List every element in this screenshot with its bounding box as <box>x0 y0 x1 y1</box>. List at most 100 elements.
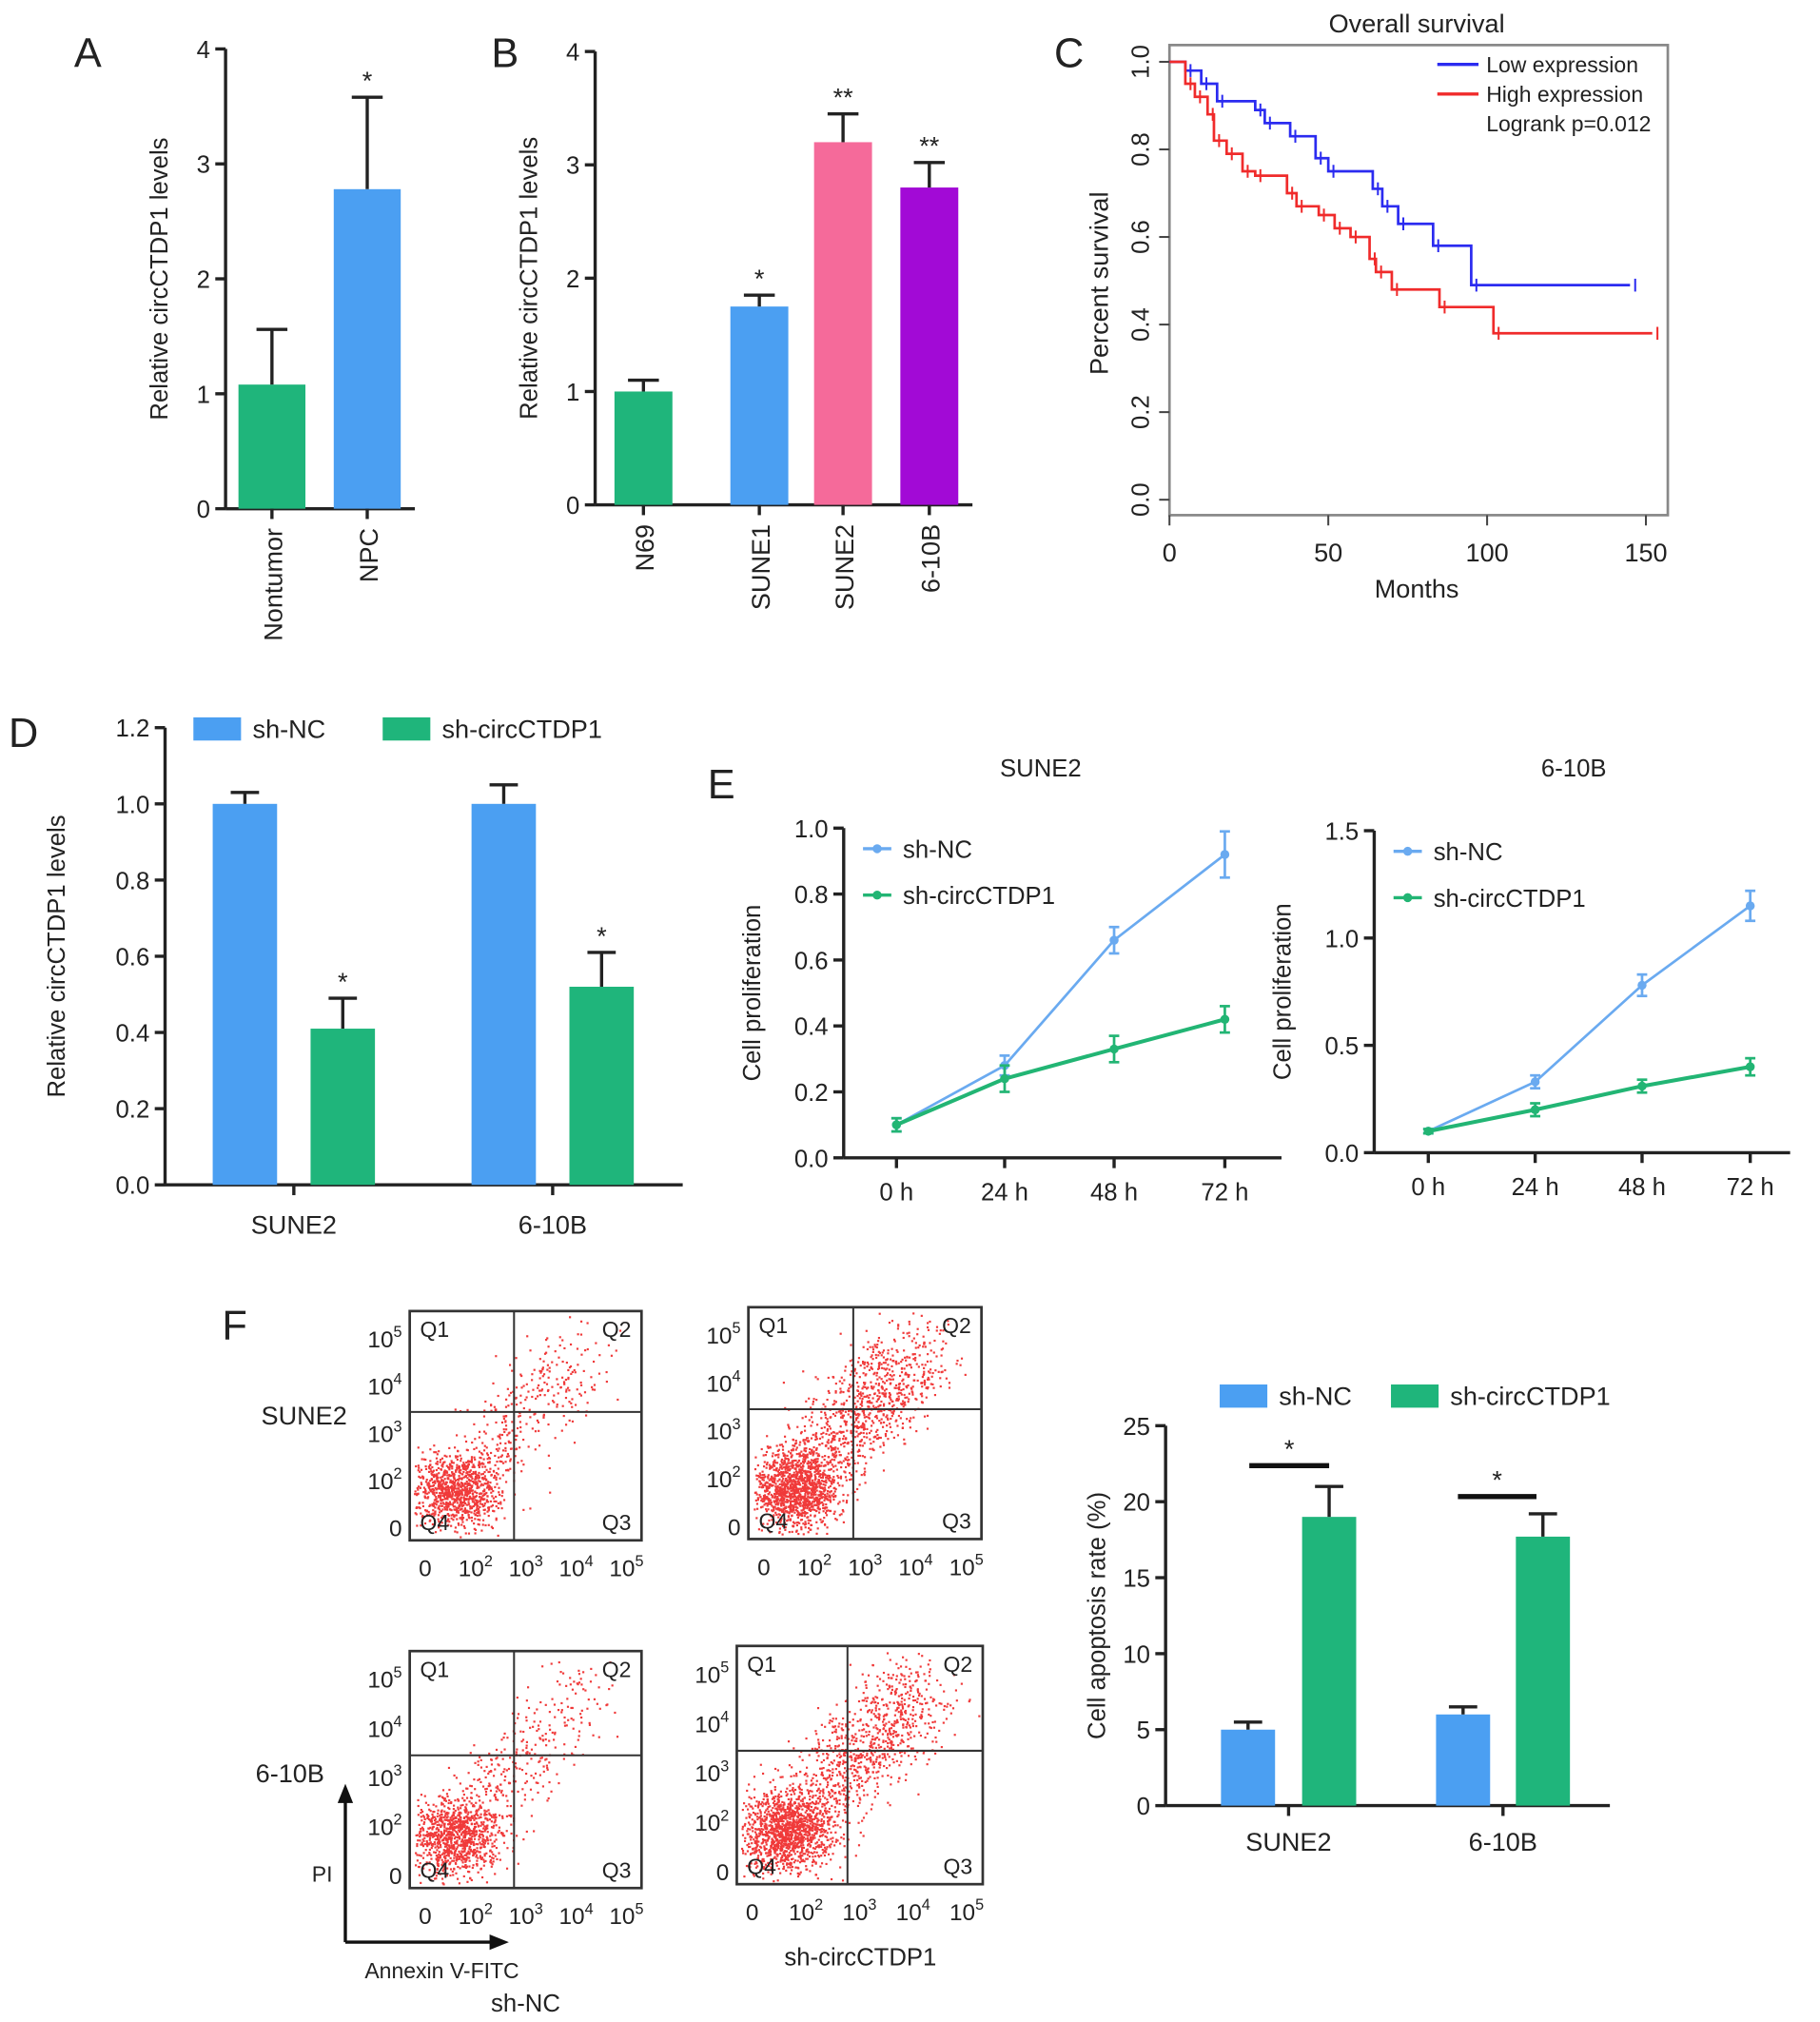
event-dot <box>554 1746 557 1749</box>
event-dot <box>781 1487 784 1490</box>
event-dot <box>440 1467 442 1471</box>
event-dot <box>800 1512 803 1515</box>
event-dot <box>428 1861 431 1864</box>
event-dot <box>787 1505 790 1508</box>
event-dot <box>479 1496 481 1499</box>
event-dot <box>471 1835 474 1838</box>
event-dot <box>892 1404 895 1406</box>
event-dot <box>906 1332 909 1335</box>
event-dot <box>815 1521 818 1523</box>
event-dot <box>806 1507 809 1510</box>
event-dot <box>820 1496 823 1499</box>
event-dot <box>858 1376 861 1379</box>
event-dot <box>791 1482 793 1484</box>
event-dot <box>807 1466 810 1469</box>
event-dot <box>509 1391 513 1394</box>
event-dot <box>432 1842 435 1846</box>
event-dot <box>767 1493 770 1496</box>
event-dot <box>818 1493 821 1496</box>
legend-marker <box>1402 893 1413 903</box>
event-dot <box>461 1790 464 1793</box>
event-dot <box>826 1497 829 1501</box>
event-dot <box>796 1482 799 1485</box>
y-axis-label: Relative circCTDP1 levels <box>517 137 543 420</box>
event-dot <box>799 1514 802 1517</box>
event-dot <box>468 1836 471 1840</box>
event-dot <box>453 1851 457 1854</box>
x-tick-label: 48 h <box>1618 1174 1666 1201</box>
event-dot <box>486 1495 489 1498</box>
event-dot <box>481 1785 485 1788</box>
event-dot <box>812 1496 814 1499</box>
event-dot <box>479 1780 482 1783</box>
event-dot <box>458 1469 460 1472</box>
event-dot <box>771 1504 773 1507</box>
event-dot <box>474 1458 477 1461</box>
event-dot <box>564 1396 568 1400</box>
event-dot <box>792 1439 795 1442</box>
event-dot <box>428 1808 431 1811</box>
event-dot <box>861 1360 865 1364</box>
event-dot <box>772 1461 775 1463</box>
event-dot <box>466 1852 469 1855</box>
event-dot <box>764 1454 767 1457</box>
event-dot <box>821 1473 824 1476</box>
event-dot <box>481 1801 484 1804</box>
event-dot <box>847 1443 850 1445</box>
event-dot <box>753 1468 757 1471</box>
event-dot <box>440 1816 443 1818</box>
event-dot <box>542 1765 545 1768</box>
x-tick-label-exponent: 3 <box>535 1553 543 1570</box>
event-dot <box>780 1502 783 1504</box>
event-dot <box>425 1513 429 1516</box>
event-dot <box>522 1406 525 1410</box>
event-dot <box>833 1414 837 1417</box>
event-dot <box>444 1489 447 1492</box>
event-dot <box>541 1375 544 1378</box>
event-dot <box>790 1464 793 1467</box>
event-dot <box>458 1475 460 1478</box>
event-dot <box>883 1382 887 1384</box>
event-dot <box>432 1492 435 1495</box>
event-dot <box>765 1450 769 1454</box>
event-dot <box>494 1855 497 1857</box>
event-dot <box>519 1421 521 1423</box>
event-dot <box>819 1518 822 1521</box>
event-dot <box>560 1429 563 1432</box>
event-dot <box>472 1805 475 1808</box>
y-tick-label: 2 <box>197 267 210 294</box>
event-dot <box>782 1471 785 1474</box>
event-dot <box>887 1418 890 1421</box>
event-dot <box>418 1475 421 1478</box>
event-dot <box>793 1492 795 1495</box>
panel-label: C <box>1054 30 1084 76</box>
event-dot <box>801 1417 804 1420</box>
event-dot <box>839 1410 842 1413</box>
event-dot <box>470 1837 473 1840</box>
event-dot <box>765 1481 768 1483</box>
event-dot <box>767 1474 770 1477</box>
event-dot <box>848 1459 851 1462</box>
event-dot <box>568 1401 571 1404</box>
event-dot <box>607 1344 610 1346</box>
event-dot <box>804 1450 807 1453</box>
event-dot <box>495 1478 498 1482</box>
event-dot <box>760 1447 763 1451</box>
event-dot <box>892 1409 895 1412</box>
event-dot <box>458 1820 460 1823</box>
event-dot <box>795 1452 798 1456</box>
event-dot <box>774 1488 777 1491</box>
event-dot <box>576 1682 578 1685</box>
event-dot <box>438 1487 441 1490</box>
event-dot <box>771 1479 773 1482</box>
event-dot <box>908 1323 911 1325</box>
event-dot <box>573 1442 577 1444</box>
x-tick-label-base: 10 <box>509 1557 535 1582</box>
event-dot <box>491 1863 494 1866</box>
event-dot <box>546 1766 549 1770</box>
event-dot <box>493 1795 496 1797</box>
event-dot <box>458 1483 461 1486</box>
event-dot <box>866 1436 869 1439</box>
event-dot <box>512 1850 515 1853</box>
event-dot <box>879 1409 882 1412</box>
